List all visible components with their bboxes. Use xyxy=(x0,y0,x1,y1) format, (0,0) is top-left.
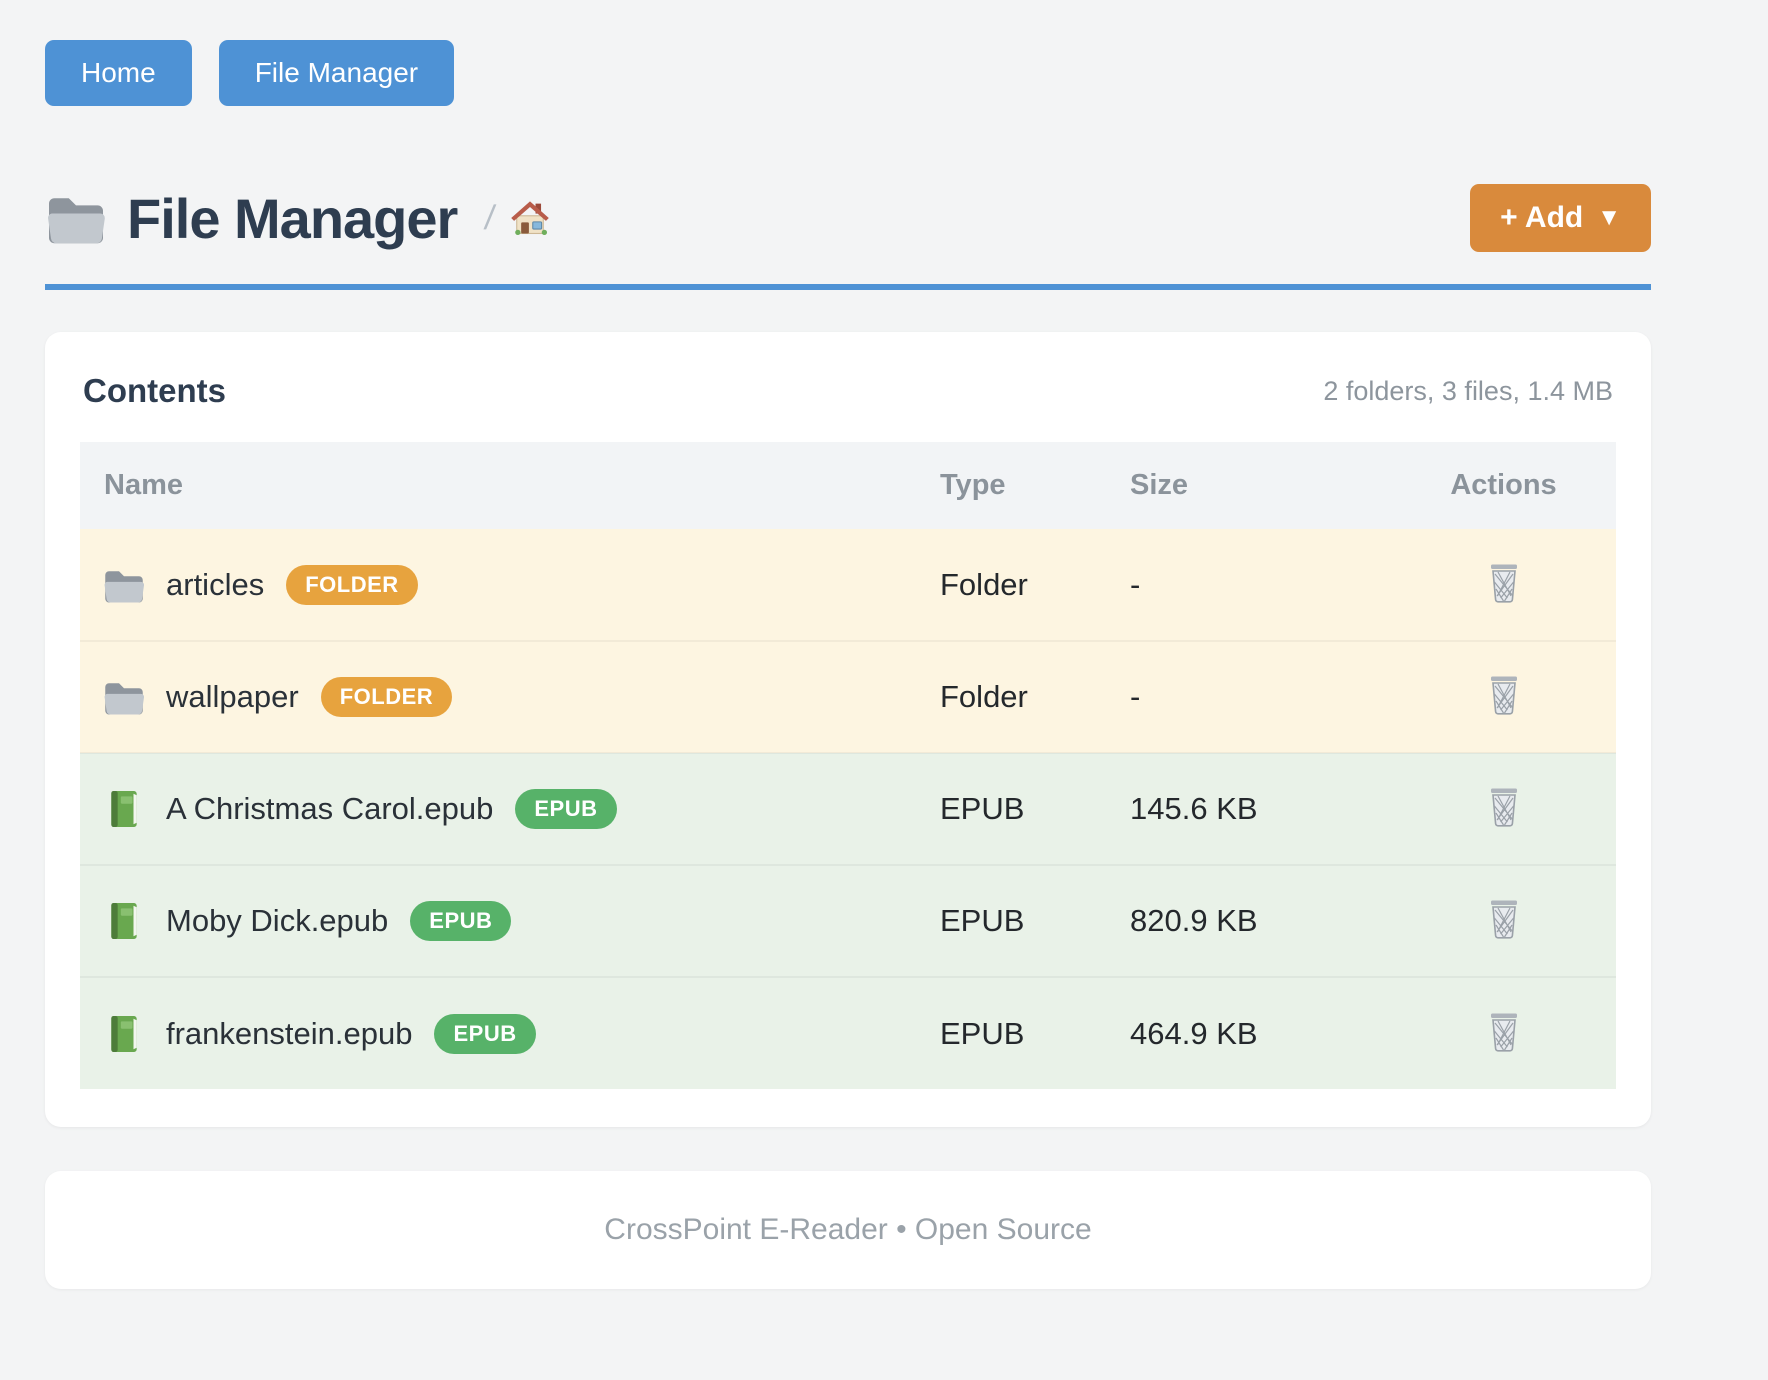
file-size: - xyxy=(1130,566,1141,602)
table-row[interactable]: articles FOLDER Folder - xyxy=(80,529,1616,641)
folder-icon xyxy=(104,566,144,604)
file-type: EPUB xyxy=(940,903,1025,938)
file-size: 820.9 KB xyxy=(1130,903,1258,938)
house-icon xyxy=(510,200,550,236)
delete-button[interactable] xyxy=(1479,557,1529,611)
breadcrumb-separator: / xyxy=(482,198,498,237)
add-button-label: + Add xyxy=(1500,201,1584,234)
book-icon xyxy=(104,790,144,828)
file-type-badge: EPUB xyxy=(434,1013,536,1054)
contents-card-header: Contents 2 folders, 3 files, 1.4 MB xyxy=(80,372,1616,410)
files-table: Name Type Size Actions articles FOLDER F… xyxy=(80,442,1616,1089)
table-row[interactable]: wallpaper FOLDER Folder - xyxy=(80,641,1616,753)
delete-button[interactable] xyxy=(1479,669,1529,723)
file-size: - xyxy=(1130,679,1141,714)
trash-icon xyxy=(1489,563,1518,603)
contents-card: Contents 2 folders, 3 files, 1.4 MB Name… xyxy=(45,332,1651,1127)
breadcrumb-home-icon[interactable] xyxy=(509,199,551,237)
file-type: Folder xyxy=(940,566,1028,602)
delete-button[interactable] xyxy=(1479,1006,1529,1060)
table-row[interactable]: A Christmas Carol.epub EPUB EPUB 145.6 K… xyxy=(80,753,1616,865)
file-name-link[interactable]: Moby Dick.epub xyxy=(166,903,389,938)
home-button[interactable]: Home xyxy=(45,40,192,106)
contents-summary: 2 folders, 3 files, 1.4 MB xyxy=(1323,375,1613,406)
contents-heading: Contents xyxy=(83,372,226,409)
files-table-header: Name Type Size Actions xyxy=(80,442,1616,529)
file-size: 464.9 KB xyxy=(1130,1015,1258,1051)
footer-text: CrossPoint E-Reader • Open Source xyxy=(604,1213,1092,1246)
file-size: 145.6 KB xyxy=(1130,791,1258,826)
column-header-type: Type xyxy=(916,442,1106,529)
trash-icon xyxy=(1489,675,1518,715)
file-manager-button[interactable]: File Manager xyxy=(218,40,455,106)
book-icon xyxy=(104,902,144,940)
title-divider xyxy=(45,284,1651,290)
folder-icon xyxy=(48,198,105,244)
file-name-link[interactable]: wallpaper xyxy=(166,679,299,714)
file-name-link[interactable]: A Christmas Carol.epub xyxy=(166,791,494,826)
table-row[interactable]: frankenstein.epub EPUB EPUB 464.9 KB xyxy=(80,977,1616,1089)
column-header-actions: Actions xyxy=(1391,442,1616,529)
file-type-badge: EPUB xyxy=(410,901,512,941)
table-row[interactable]: Moby Dick.epub EPUB EPUB 820.9 KB xyxy=(80,865,1616,977)
file-type: EPUB xyxy=(940,1015,1025,1051)
title-group: File Manager / xyxy=(45,186,1470,251)
file-type: EPUB xyxy=(940,791,1025,826)
page-header: File Manager / + Add ▼ xyxy=(45,184,1651,252)
top-nav: Home File Manager xyxy=(45,40,1651,106)
delete-button[interactable] xyxy=(1479,781,1529,835)
column-header-name: Name xyxy=(80,442,916,529)
chevron-down-icon: ▼ xyxy=(1597,204,1621,231)
add-button[interactable]: + Add ▼ xyxy=(1470,184,1651,252)
trash-icon xyxy=(1489,899,1518,939)
file-type-badge: FOLDER xyxy=(320,677,453,717)
column-header-size: Size xyxy=(1106,442,1391,529)
file-type: Folder xyxy=(940,679,1028,714)
breadcrumb: / xyxy=(482,198,551,238)
page: Home File Manager File Manager / + Add ▼… xyxy=(45,40,1651,1289)
trash-icon xyxy=(1489,1012,1518,1052)
file-type-badge: FOLDER xyxy=(286,564,418,605)
file-name-link[interactable]: frankenstein.epub xyxy=(166,1015,413,1051)
file-name-link[interactable]: articles xyxy=(166,566,265,602)
footer: CrossPoint E-Reader • Open Source xyxy=(45,1171,1651,1289)
trash-icon xyxy=(1489,787,1518,827)
file-type-badge: EPUB xyxy=(515,789,617,829)
page-title: File Manager xyxy=(127,186,458,250)
folder-icon xyxy=(104,678,144,716)
book-icon xyxy=(104,1015,144,1053)
delete-button[interactable] xyxy=(1479,893,1529,947)
